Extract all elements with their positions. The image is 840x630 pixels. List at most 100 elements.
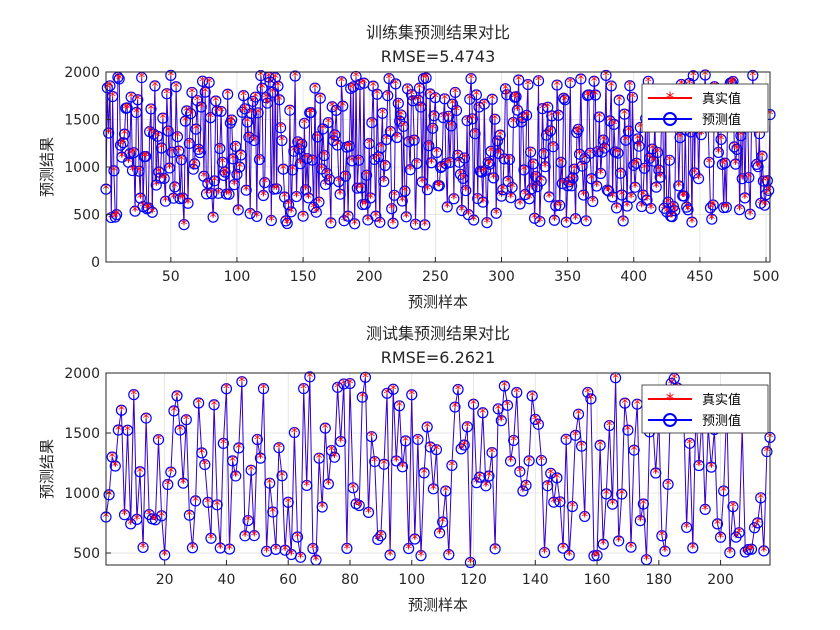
true-point: * (229, 152, 236, 168)
true-point: * (640, 497, 647, 513)
prediction-point (296, 138, 308, 150)
true-point: * (617, 166, 624, 182)
prediction-point (387, 383, 399, 395)
true-point: * (200, 169, 207, 185)
prediction-point (193, 397, 205, 409)
true-point: * (468, 72, 475, 88)
true-point: * (273, 182, 280, 198)
true-point: * (269, 85, 276, 101)
true-point: * (288, 205, 295, 221)
true-point: * (118, 150, 125, 166)
prediction-point (490, 207, 502, 219)
true-point: * (397, 108, 404, 124)
prediction-point (273, 94, 285, 106)
prediction-point (448, 193, 460, 205)
prediction-point (519, 188, 531, 201)
prediction-point (526, 390, 538, 402)
prediction-point (551, 79, 563, 91)
true-point: * (251, 529, 258, 545)
true-point: * (249, 94, 256, 110)
true-point: * (121, 127, 128, 143)
true-point: * (748, 542, 755, 558)
prediction-point (724, 547, 736, 559)
prediction-point (554, 199, 566, 211)
true-point: * (359, 390, 366, 406)
prediction-point (384, 549, 396, 561)
prediction-point (482, 156, 494, 169)
true-point: * (340, 377, 347, 393)
true-point: * (473, 476, 480, 492)
prediction-point (470, 89, 482, 101)
true-point: * (396, 114, 403, 130)
true-point: * (470, 397, 477, 413)
prediction-point (431, 146, 443, 159)
prediction-point (629, 181, 641, 193)
true-point: * (679, 189, 686, 205)
prediction-point (298, 382, 310, 395)
true-point: * (136, 465, 143, 481)
prediction-point (547, 141, 559, 153)
prediction-point (214, 142, 226, 155)
prediction-point (752, 517, 764, 529)
prediction-point (473, 101, 485, 113)
true-point: * (117, 138, 124, 154)
true-point: * (316, 451, 323, 467)
true-point: * (403, 210, 410, 226)
true-point: * (547, 124, 554, 140)
true-point: * (226, 187, 233, 203)
true-point: * (451, 400, 458, 416)
true-point: * (204, 176, 211, 192)
prediction-point (535, 454, 548, 467)
true-point: * (683, 200, 690, 216)
true-point: * (761, 198, 768, 214)
prediction-point (443, 549, 455, 561)
true-point: * (726, 546, 733, 562)
prediction-point (674, 132, 686, 144)
prediction-point (245, 464, 257, 476)
prediction-point (145, 103, 157, 115)
prediction-point (379, 159, 391, 172)
true-point: * (292, 69, 299, 85)
true-point: * (400, 119, 407, 135)
true-point: * (387, 125, 394, 141)
true-point: * (667, 209, 674, 225)
true-point: * (218, 104, 225, 120)
prediction-point (557, 542, 569, 554)
true-point: * (118, 403, 125, 419)
prediction-point (307, 542, 319, 555)
true-point: * (338, 75, 345, 91)
prediction-point (634, 515, 646, 527)
true-point: * (609, 497, 616, 513)
prediction-point (321, 167, 333, 180)
true-point: * (285, 198, 292, 214)
true-point: * (248, 463, 255, 479)
true-point: * (495, 402, 502, 418)
true-point: * (757, 196, 764, 212)
prediction-point (591, 180, 603, 192)
prediction-point (592, 145, 604, 158)
true-point: * (584, 385, 591, 401)
true-point: * (433, 145, 440, 161)
true-point: * (371, 455, 378, 471)
true-point: * (401, 184, 408, 200)
true-point: * (363, 168, 370, 184)
true-point: * (337, 435, 344, 451)
prediction-point (395, 109, 407, 121)
prediction-point (662, 478, 674, 490)
prediction-point (536, 103, 549, 115)
true-point: * (706, 155, 713, 171)
prediction-point (699, 503, 711, 515)
true-point: * (244, 115, 251, 131)
true-point: * (190, 162, 197, 178)
prediction-point (502, 175, 514, 187)
true-point: * (374, 532, 381, 548)
true-point: * (458, 204, 465, 220)
true-point: * (180, 476, 187, 492)
true-point: * (528, 182, 535, 198)
prediction-point (353, 154, 365, 166)
prediction-point (291, 531, 304, 543)
true-point: * (277, 121, 284, 137)
prediction-point (289, 70, 301, 82)
prediction-point (663, 154, 676, 166)
prediction-point (103, 489, 115, 501)
